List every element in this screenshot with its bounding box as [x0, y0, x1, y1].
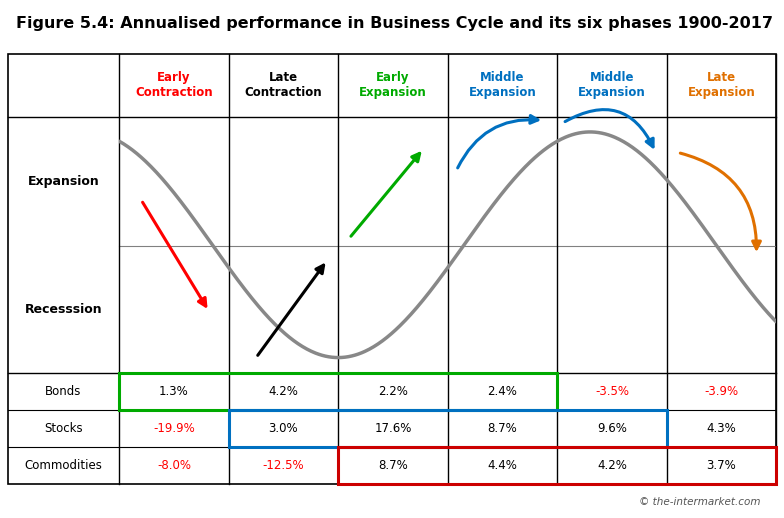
Text: Late
Expansion: Late Expansion: [688, 71, 755, 99]
Bar: [229, 410, 666, 447]
Text: © the-intermarket.com: © the-intermarket.com: [639, 497, 760, 507]
Text: 2.4%: 2.4%: [488, 385, 517, 398]
Text: 4.2%: 4.2%: [597, 459, 627, 472]
Text: -3.9%: -3.9%: [704, 385, 739, 398]
Text: 4.4%: 4.4%: [488, 459, 517, 472]
Text: 3.0%: 3.0%: [269, 422, 298, 435]
Text: 4.2%: 4.2%: [269, 385, 299, 398]
Text: -3.5%: -3.5%: [595, 385, 629, 398]
Text: -19.9%: -19.9%: [153, 422, 195, 435]
Text: 9.6%: 9.6%: [597, 422, 627, 435]
Text: 17.6%: 17.6%: [374, 422, 412, 435]
Text: 2.2%: 2.2%: [378, 385, 408, 398]
Text: 8.7%: 8.7%: [488, 422, 517, 435]
Text: Recesssion: Recesssion: [25, 303, 103, 316]
Text: Stocks: Stocks: [44, 422, 83, 435]
Text: Early
Expansion: Early Expansion: [359, 71, 426, 99]
Text: -8.0%: -8.0%: [157, 459, 191, 472]
Text: Bonds: Bonds: [45, 385, 82, 398]
Text: 1.3%: 1.3%: [159, 385, 189, 398]
Text: Expansion: Expansion: [27, 175, 100, 188]
Text: Early
Contraction: Early Contraction: [135, 71, 212, 99]
Text: Figure 5.4: Annualised performance in Business Cycle and its six phases 1900-201: Figure 5.4: Annualised performance in Bu…: [16, 16, 773, 31]
Text: Late
Contraction: Late Contraction: [245, 71, 322, 99]
Text: 8.7%: 8.7%: [378, 459, 408, 472]
Text: Middle
Expansion: Middle Expansion: [578, 71, 646, 99]
Bar: [338, 447, 776, 484]
Bar: [119, 373, 557, 410]
Text: 3.7%: 3.7%: [706, 459, 736, 472]
Text: -12.5%: -12.5%: [263, 459, 304, 472]
Text: 4.3%: 4.3%: [706, 422, 736, 435]
Text: Middle
Expansion: Middle Expansion: [469, 71, 536, 99]
Text: Commodities: Commodities: [24, 459, 103, 472]
